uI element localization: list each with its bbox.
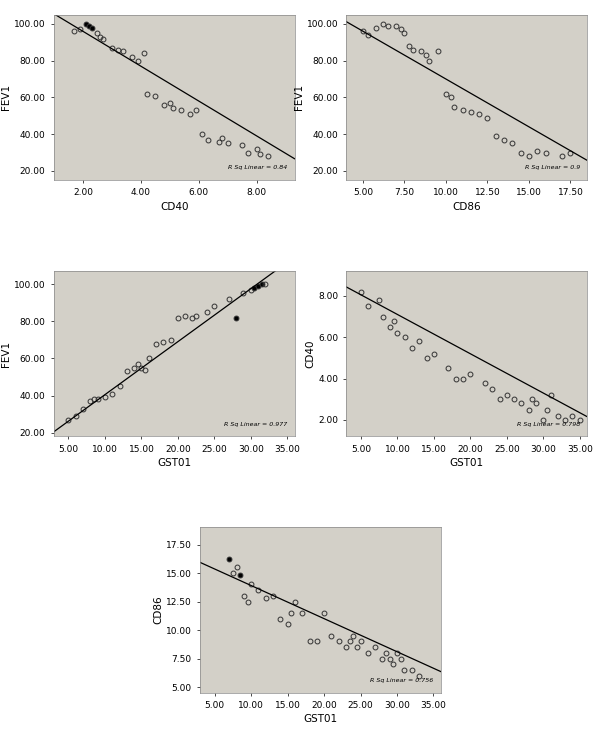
X-axis label: GST01: GST01 [450,458,484,468]
Text: R Sq Linear = 0.9: R Sq Linear = 0.9 [525,165,580,170]
Text: R Sq Linear = 0.977: R Sq Linear = 0.977 [224,422,288,427]
Text: R Sq Linear = 0.798: R Sq Linear = 0.798 [516,422,580,427]
Y-axis label: CD86: CD86 [153,595,163,624]
Text: R Sq Linear = 0.756: R Sq Linear = 0.756 [370,678,434,683]
Y-axis label: CD40: CD40 [305,340,315,368]
Y-axis label: FEV1: FEV1 [1,340,11,367]
Y-axis label: FEV1: FEV1 [1,84,11,111]
Y-axis label: FEV1: FEV1 [294,84,304,111]
X-axis label: GST01: GST01 [304,714,337,724]
Text: R Sq Linear = 0.84: R Sq Linear = 0.84 [228,165,288,170]
X-axis label: CD40: CD40 [160,202,189,212]
X-axis label: GST01: GST01 [157,458,191,468]
X-axis label: CD86: CD86 [452,202,481,212]
